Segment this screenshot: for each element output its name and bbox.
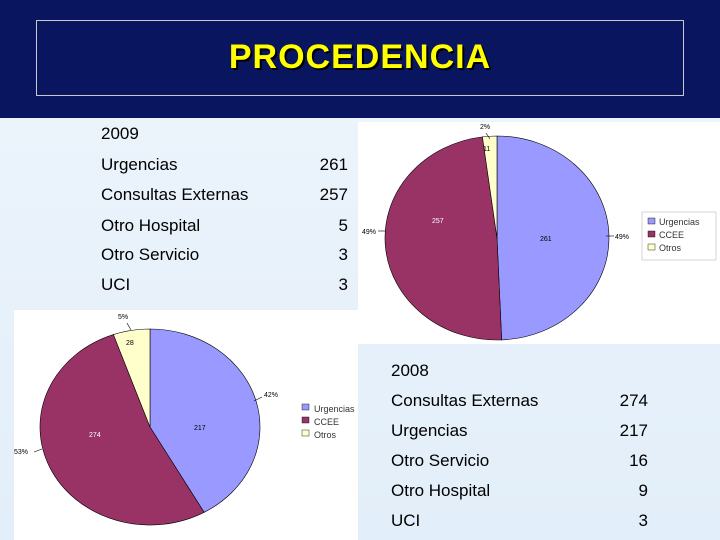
table-row-value: 261 (319, 155, 348, 174)
title-frame (36, 20, 684, 96)
table-row-label: Otro Hospital (391, 481, 491, 500)
table-row-value: 257 (319, 185, 348, 204)
table-row-value: 9 (638, 481, 648, 500)
table-row-label: Consultas Externas (101, 185, 249, 204)
table-row-label: Consultas Externas (391, 391, 539, 410)
table-row-label: Urgencias (391, 421, 468, 440)
table-row-label: Otro Servicio (101, 245, 200, 264)
table-row-value: 5 (338, 216, 348, 235)
slide-title: PROCEDENCIA (228, 38, 492, 76)
table-row-label: Otro Servicio (391, 451, 490, 470)
table-row-value: 217 (619, 421, 648, 440)
table-2009-year: 2009 (101, 124, 139, 143)
table-row-value: 274 (619, 391, 648, 410)
table-row-label: UCI (101, 275, 131, 294)
table-row-value: 16 (629, 451, 648, 470)
table-row-label: Otro Hospital (101, 216, 201, 235)
table-row-value: 3 (638, 511, 648, 530)
slide-header: PROCEDENCIA (0, 0, 720, 118)
table-row-label: Urgencias (101, 155, 178, 174)
table-row-value: 3 (338, 275, 348, 294)
table-row-label: UCI (391, 511, 421, 530)
pie-2008-panel (14, 310, 358, 540)
pie-2009-panel (358, 122, 720, 344)
table-row-value: 3 (338, 245, 348, 264)
table-2008-year: 2008 (391, 361, 429, 380)
